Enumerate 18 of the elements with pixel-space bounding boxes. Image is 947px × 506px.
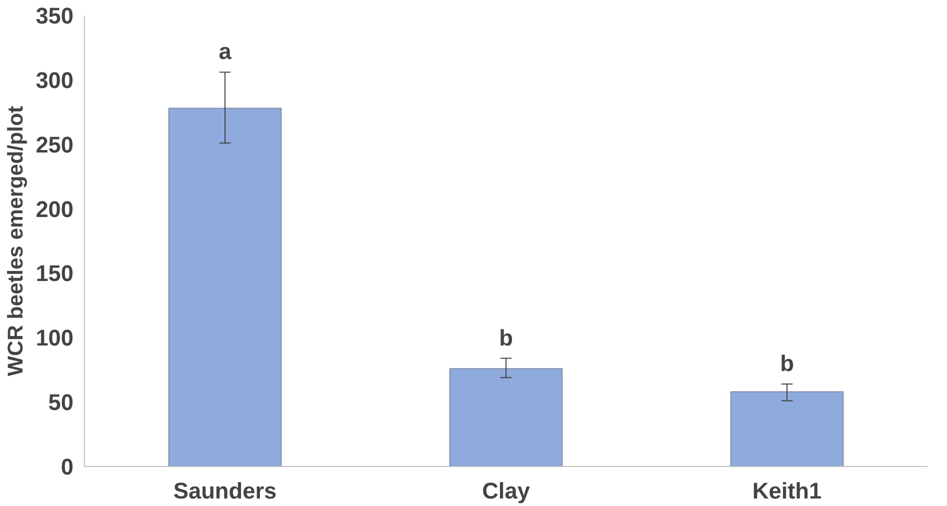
y-tick-label: 50 xyxy=(48,389,74,416)
x-tick-label: Clay xyxy=(482,478,530,504)
y-tick-label: 300 xyxy=(36,66,74,93)
annotation: b xyxy=(499,324,513,350)
x-tick-label: Saunders xyxy=(173,478,277,504)
x-tick-label: Keith1 xyxy=(752,478,822,504)
y-tick-label: 350 xyxy=(36,2,74,28)
annotation: b xyxy=(780,350,794,376)
bar xyxy=(449,368,563,466)
y-tick-label: 100 xyxy=(36,324,74,351)
y-tick-label: 0 xyxy=(60,454,74,480)
y-axis-title: WCR beetles emerged/plot xyxy=(4,106,28,376)
bar xyxy=(168,108,282,466)
y-tick-label: 250 xyxy=(36,131,74,158)
y-tick-label: 150 xyxy=(36,260,74,286)
annotation: a xyxy=(218,38,232,64)
y-tick-label: 200 xyxy=(36,196,74,222)
bar xyxy=(730,391,844,466)
